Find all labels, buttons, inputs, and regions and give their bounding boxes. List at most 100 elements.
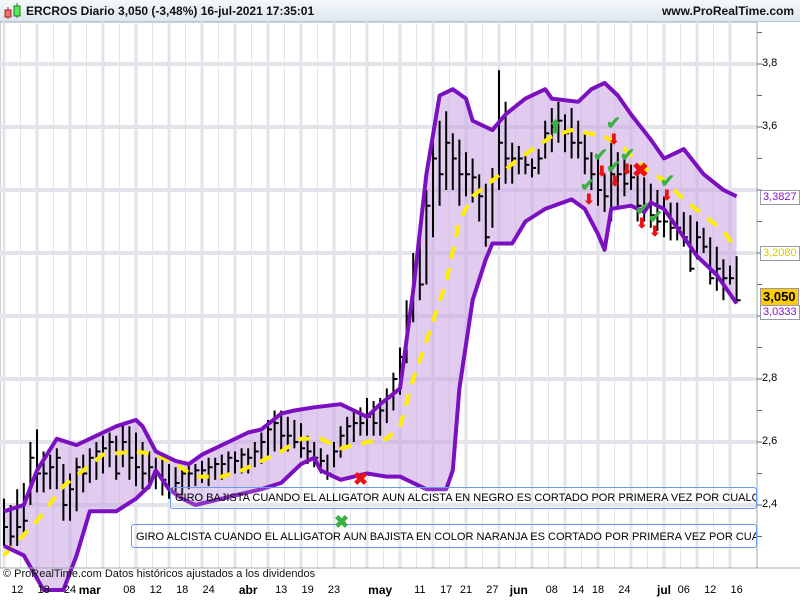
red-x-icon: ✖ — [632, 160, 649, 182]
month-label: abr — [238, 583, 258, 597]
day-label: 08 — [123, 584, 136, 596]
ohlc-bar — [22, 482, 28, 537]
red-down-arrow-icon: ⬇ — [649, 223, 661, 239]
ohlc-bar — [478, 174, 484, 222]
ohlc-bar — [372, 401, 378, 436]
price-tick-label: 3,6 — [762, 120, 778, 132]
ohlc-bar — [62, 464, 68, 521]
bearish-signal-annotation[interactable]: GIRO BAJISTA CUANDO EL ALLIGATOR AUN ALC… — [170, 487, 757, 509]
day-label: 12 — [11, 584, 24, 596]
ohlc-bar — [293, 419, 299, 449]
ohlc-bar — [550, 108, 556, 153]
ohlc-bar — [498, 70, 503, 190]
ohlc-bar — [352, 410, 358, 442]
price-tick-label: 2,6 — [762, 435, 778, 447]
green-check-icon: ✔ — [593, 145, 609, 165]
lower-band-tag: 3,0333 — [760, 305, 800, 320]
day-label: 08 — [545, 584, 558, 596]
bullish-signal-annotation[interactable]: GIRO ALCISTA CUANDO EL ALLIGATOR AUN BAJ… — [131, 524, 757, 548]
ohlc-bar — [577, 120, 583, 159]
ohlc-bar — [517, 145, 523, 175]
ohlc-bar — [121, 423, 127, 468]
day-label: 24 — [63, 584, 77, 596]
ohlc-bar — [570, 108, 576, 159]
red-down-arrow-icon: ⬇ — [608, 131, 620, 147]
red-down-arrow-icon: ⬇ — [636, 215, 648, 231]
ohlc-bar — [201, 460, 206, 483]
day-label: 23 — [327, 584, 341, 596]
month-label: mar — [78, 583, 101, 597]
red-down-arrow-icon: ⬇ — [596, 163, 608, 179]
red-down-arrow-icon: ⬇ — [583, 191, 595, 207]
green-up-arrow-icon: ⬆ — [548, 117, 564, 137]
ohlc-bar — [537, 149, 543, 175]
ohlc-bar — [187, 464, 193, 490]
ohlc-bar — [729, 265, 734, 285]
ohlc-bar — [9, 505, 15, 550]
red-down-arrow-icon: ⬇ — [621, 161, 633, 177]
ohlc-bar — [135, 432, 140, 487]
ohlc-bar — [484, 183, 490, 247]
ohlc-bar — [531, 158, 536, 178]
month-label: jul — [657, 583, 671, 597]
last-price-tag: 3,050 — [760, 288, 799, 306]
ohlc-bar — [82, 454, 88, 493]
ohlc-bar — [16, 489, 22, 546]
ohlc-bar — [630, 164, 635, 190]
green-check-icon: ✔ — [580, 175, 596, 195]
ohlc-bar — [55, 448, 61, 490]
ohlc-bar — [735, 256, 741, 304]
site-link[interactable]: www.ProRealTime.com — [661, 4, 794, 18]
price-tick-label: 2,8 — [762, 372, 778, 384]
ohlc-bar — [181, 467, 187, 496]
ohlc-bar — [656, 190, 662, 231]
day-label: 06 — [677, 584, 690, 596]
ohlc-bar — [333, 442, 338, 468]
day-label: 11 — [414, 584, 426, 596]
ohlc-bar — [702, 227, 708, 253]
ohlc-bar — [234, 451, 239, 474]
day-label: 19 — [301, 584, 314, 596]
green-check-icon: ✔ — [660, 171, 676, 191]
day-label: 18 — [591, 584, 605, 596]
ohlc-bar — [194, 464, 200, 487]
ohlc-bar — [88, 448, 94, 483]
day-label: 17 — [440, 584, 453, 596]
ohlc-bar — [438, 120, 444, 206]
ohlc-bar — [597, 158, 602, 206]
ohlc-bar — [709, 237, 715, 285]
green-x-icon: ✖ — [334, 512, 350, 532]
middle-line-tag: 3,2080 — [760, 246, 800, 261]
middle-line — [2, 128, 739, 557]
green-check-icon: ✔ — [606, 157, 622, 177]
ohlc-bar — [207, 457, 213, 487]
ohlc-bar — [108, 432, 114, 468]
ohlc-bar — [253, 442, 259, 468]
ohlc-bar — [663, 196, 668, 238]
day-label: 24 — [618, 584, 631, 596]
red-x-icon: ✖ — [353, 469, 369, 489]
ohlc-bar — [141, 442, 147, 490]
ohlc-bar — [590, 152, 596, 190]
month-label: jun — [509, 583, 528, 597]
price-axis-ticks — [757, 32, 762, 537]
ohlc-bar — [339, 426, 345, 458]
upper-band-tag: 3,3827 — [760, 190, 800, 205]
ohlc-bar — [603, 174, 609, 213]
band-fill — [4, 82, 737, 591]
ohlc-bar — [636, 167, 642, 222]
ohlc-bar — [715, 246, 721, 291]
ohlc-bar — [722, 259, 728, 301]
upper-band-line — [3, 80, 738, 514]
ohlc-bar — [445, 111, 451, 190]
price-chart[interactable] — [0, 22, 800, 600]
ohlc-bar — [465, 152, 470, 197]
footer-note: © ProRealTime.com Datos históricos ajust… — [3, 568, 316, 580]
chart-title: ERCROS Diario 3,050 (-3,48%) 16-jul-2021… — [26, 4, 315, 18]
ohlc-bar — [75, 457, 81, 512]
green-check-icon: ✔ — [635, 199, 651, 219]
ohlc-bar — [49, 454, 55, 490]
ohlc-bar — [128, 426, 134, 480]
red-down-arrow-icon: ⬇ — [661, 187, 673, 203]
green-check-icon: ✔ — [620, 145, 636, 165]
